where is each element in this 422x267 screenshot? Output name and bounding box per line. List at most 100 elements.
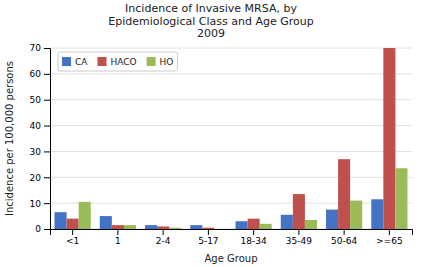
legend-label: CA: [75, 57, 88, 67]
tick-mark: [44, 74, 50, 75]
tick-label: 0: [35, 224, 41, 234]
bar: [169, 228, 181, 229]
bar-series: [67, 48, 396, 229]
tick-label: 50: [30, 95, 42, 105]
y-axis: 0 10 20 30 40 50 60 70: [30, 43, 51, 234]
bar: [55, 212, 67, 229]
bar-series: [55, 199, 384, 229]
tick: 70: [30, 43, 50, 53]
bar: [79, 202, 91, 229]
tick: 1: [115, 229, 121, 246]
tick-mark: [298, 229, 299, 235]
grid-line: [50, 125, 412, 126]
plot: <1 1 2-4 5-17 18-34 35-49 50-64 >=65 0 10 20 30 40 50…: [30, 43, 413, 246]
bar: [350, 201, 362, 229]
chart: Incidence of Invasive MRSA, byEpidemiolo…: [0, 0, 422, 267]
bar: [281, 215, 293, 229]
title: Incidence of Invasive MRSA, byEpidemiolo…: [108, 2, 313, 40]
tick-label: 5-17: [198, 236, 218, 246]
bar-series: [79, 168, 408, 229]
legend-item: HACO: [97, 57, 136, 67]
legend: CA HACO HO: [58, 52, 177, 71]
tick-label: 18-34: [241, 236, 267, 246]
axis-line: [44, 49, 51, 230]
bar: [157, 226, 169, 229]
tick: 40: [30, 121, 50, 131]
bar: [383, 48, 395, 229]
bar: [248, 219, 260, 229]
tick-label: <1: [66, 236, 79, 246]
axis-line: [51, 230, 413, 236]
tick: 0: [35, 224, 50, 234]
tick-mark: [389, 229, 390, 235]
bar: [112, 225, 124, 229]
bar: [202, 228, 214, 229]
tick: 2-4: [156, 229, 171, 246]
tick-label: 30: [30, 147, 42, 157]
tick: 60: [30, 69, 50, 79]
legend-swatch: [62, 57, 71, 66]
legend-swatch: [147, 57, 156, 66]
bar: [214, 229, 226, 230]
tick-mark: [44, 203, 50, 204]
grid-line: [50, 99, 412, 100]
tick-label: 10: [30, 199, 42, 209]
tick-mark: [344, 229, 345, 235]
tick-mark: [44, 229, 50, 230]
bar: [395, 168, 407, 229]
x-axis: <1 1 2-4 5-17 18-34 35-49 50-64 >=65: [51, 229, 413, 246]
grid-line: [50, 48, 412, 49]
tick-mark: [44, 151, 50, 152]
tick: >=65: [376, 229, 403, 246]
tick-mark: [44, 48, 50, 49]
grid-line: [50, 151, 412, 152]
bar: [305, 220, 317, 229]
bar: [260, 224, 272, 229]
tick: 5-17: [198, 229, 218, 246]
grid: [50, 48, 412, 229]
tick-mark: [44, 126, 50, 127]
bar: [371, 199, 383, 229]
bar: [67, 219, 79, 229]
tick-label: 60: [30, 69, 42, 79]
y-axis-title: Incidence per 100,000 persons: [4, 61, 15, 216]
tick-mark: [208, 229, 209, 235]
tick: 20: [30, 173, 50, 183]
bar: [326, 210, 338, 229]
tick: <1: [66, 229, 79, 246]
title-line: Epidemiological Class and Age Group: [108, 15, 313, 28]
legend-box: [58, 52, 177, 71]
tick-mark: [253, 229, 254, 235]
x-axis-title: Age Group: [205, 253, 258, 264]
tick: 10: [30, 199, 50, 209]
tick-mark: [44, 177, 50, 178]
tick: 50: [30, 95, 50, 105]
tick-mark: [117, 229, 118, 235]
legend-label: HACO: [110, 57, 136, 67]
tick: 30: [30, 147, 50, 157]
bar: [293, 194, 305, 229]
bar: [236, 221, 248, 229]
legend-item: CA: [62, 57, 88, 67]
bar: [100, 216, 112, 229]
bar: [124, 225, 136, 229]
grid-line: [50, 177, 412, 178]
title-line: 2009: [197, 27, 225, 40]
tick: 50-64: [331, 229, 357, 246]
legend-label: HO: [160, 57, 174, 67]
tick-mark: [44, 100, 50, 101]
bar: [190, 225, 202, 229]
grid-line: [50, 73, 412, 74]
tick: 18-34: [241, 229, 267, 246]
tick-label: 35-49: [286, 236, 312, 246]
tick-label: 1: [115, 236, 121, 246]
tick-label: 70: [30, 43, 42, 53]
tick: 35-49: [286, 229, 312, 246]
tick-mark: [72, 229, 73, 235]
bars: [55, 48, 408, 229]
tick-mark: [163, 229, 164, 235]
bar: [338, 159, 350, 229]
tick-label: 50-64: [331, 236, 357, 246]
tick-label: 20: [30, 173, 42, 183]
title-line: Incidence of Invasive MRSA, by: [125, 2, 297, 15]
